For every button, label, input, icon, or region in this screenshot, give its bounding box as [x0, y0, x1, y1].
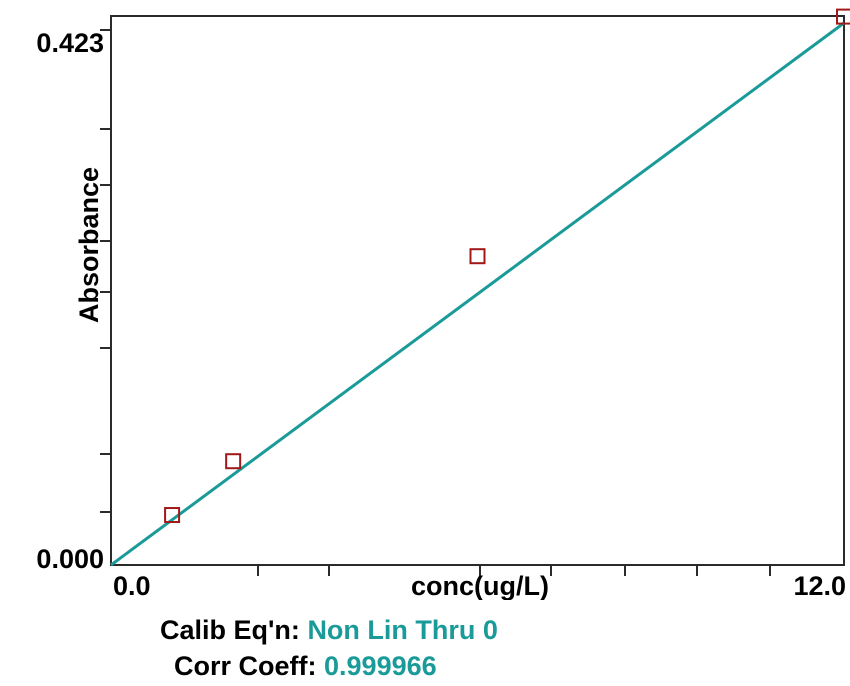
y-axis-ticks — [100, 29, 111, 513]
standard-markers — [164, 8, 850, 524]
standard-point-0 — [164, 507, 181, 524]
corr-coeff-label: Corr Coeff: — [174, 651, 317, 681]
plot-frame — [110, 15, 845, 566]
calibration-fit-line — [110, 21, 845, 567]
calibration-chart: 0.423 0.000 0.0 12.0 conc(ug/L) Absorban… — [36, 8, 850, 600]
standard-point-3 — [836, 8, 850, 25]
x-axis-ticks — [257, 565, 771, 576]
calib-eq-label: Calib Eq'n: — [160, 615, 300, 645]
x-tick-label-min: 0.0 — [113, 571, 151, 600]
y-axis-title: Absorbance — [74, 167, 104, 323]
x-tick-label-max: 12.0 — [793, 571, 846, 600]
y-tick-label-min: 0.000 — [36, 544, 104, 574]
corr-coeff-value: 0.999966 — [324, 651, 437, 681]
standard-point-2 — [469, 248, 486, 265]
fit-line-layer — [110, 21, 845, 567]
calib-eq-value: Non Lin Thru 0 — [307, 615, 498, 645]
standard-point-1 — [225, 453, 242, 470]
x-axis-title: conc(ug/L) — [411, 571, 549, 600]
y-tick-label-max: 0.423 — [36, 28, 104, 58]
calibration-equation: Calib Eq'n: Non Lin Thru 0 — [160, 615, 498, 646]
correlation-coefficient: Corr Coeff: 0.999966 — [174, 651, 437, 682]
